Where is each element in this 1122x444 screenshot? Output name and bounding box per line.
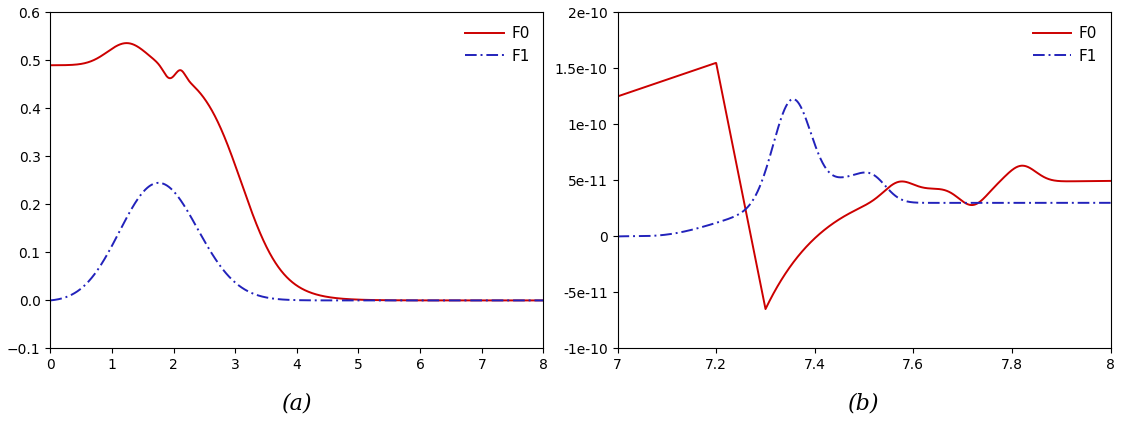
F0 xyxy=(1104,178,1118,183)
F0 xyxy=(232,175,246,180)
F1 xyxy=(787,96,800,102)
F1 xyxy=(151,180,165,186)
F0 xyxy=(129,43,142,48)
F0 xyxy=(838,214,852,219)
F0 xyxy=(100,50,113,55)
Line: F0: F0 xyxy=(50,43,543,301)
F0 xyxy=(473,298,487,303)
F0 xyxy=(1089,178,1103,184)
F0 xyxy=(636,85,650,91)
F0 xyxy=(758,306,772,312)
F1 xyxy=(636,234,650,239)
F1 xyxy=(255,293,268,299)
F1 xyxy=(838,174,852,180)
F0 xyxy=(536,298,550,303)
F0 xyxy=(1000,172,1013,178)
F0 xyxy=(610,94,624,99)
F1 xyxy=(473,298,487,303)
F1 xyxy=(1089,200,1103,206)
F0 xyxy=(44,63,57,68)
F0 xyxy=(255,232,268,238)
F1 xyxy=(129,199,142,205)
F0 xyxy=(1091,178,1104,184)
F0 xyxy=(709,60,723,66)
Legend: F0, F1: F0, F1 xyxy=(1027,20,1103,70)
F1 xyxy=(1089,200,1103,206)
F0 xyxy=(527,298,541,303)
F1 xyxy=(44,298,57,303)
Legend: F0, F1: F0, F1 xyxy=(459,20,536,70)
F1 xyxy=(100,253,113,258)
F1 xyxy=(527,298,541,303)
Text: (a): (a) xyxy=(282,392,312,414)
F1 xyxy=(232,283,246,289)
Text: (b): (b) xyxy=(848,392,880,414)
F0 xyxy=(120,40,134,46)
F0 xyxy=(852,206,865,212)
F1 xyxy=(536,298,550,303)
F1 xyxy=(850,171,864,176)
F1 xyxy=(1000,200,1013,206)
F1 xyxy=(1104,200,1118,206)
F1 xyxy=(610,234,624,239)
Line: F1: F1 xyxy=(50,183,543,301)
Line: F1: F1 xyxy=(617,99,1111,236)
Line: F0: F0 xyxy=(617,63,1111,309)
